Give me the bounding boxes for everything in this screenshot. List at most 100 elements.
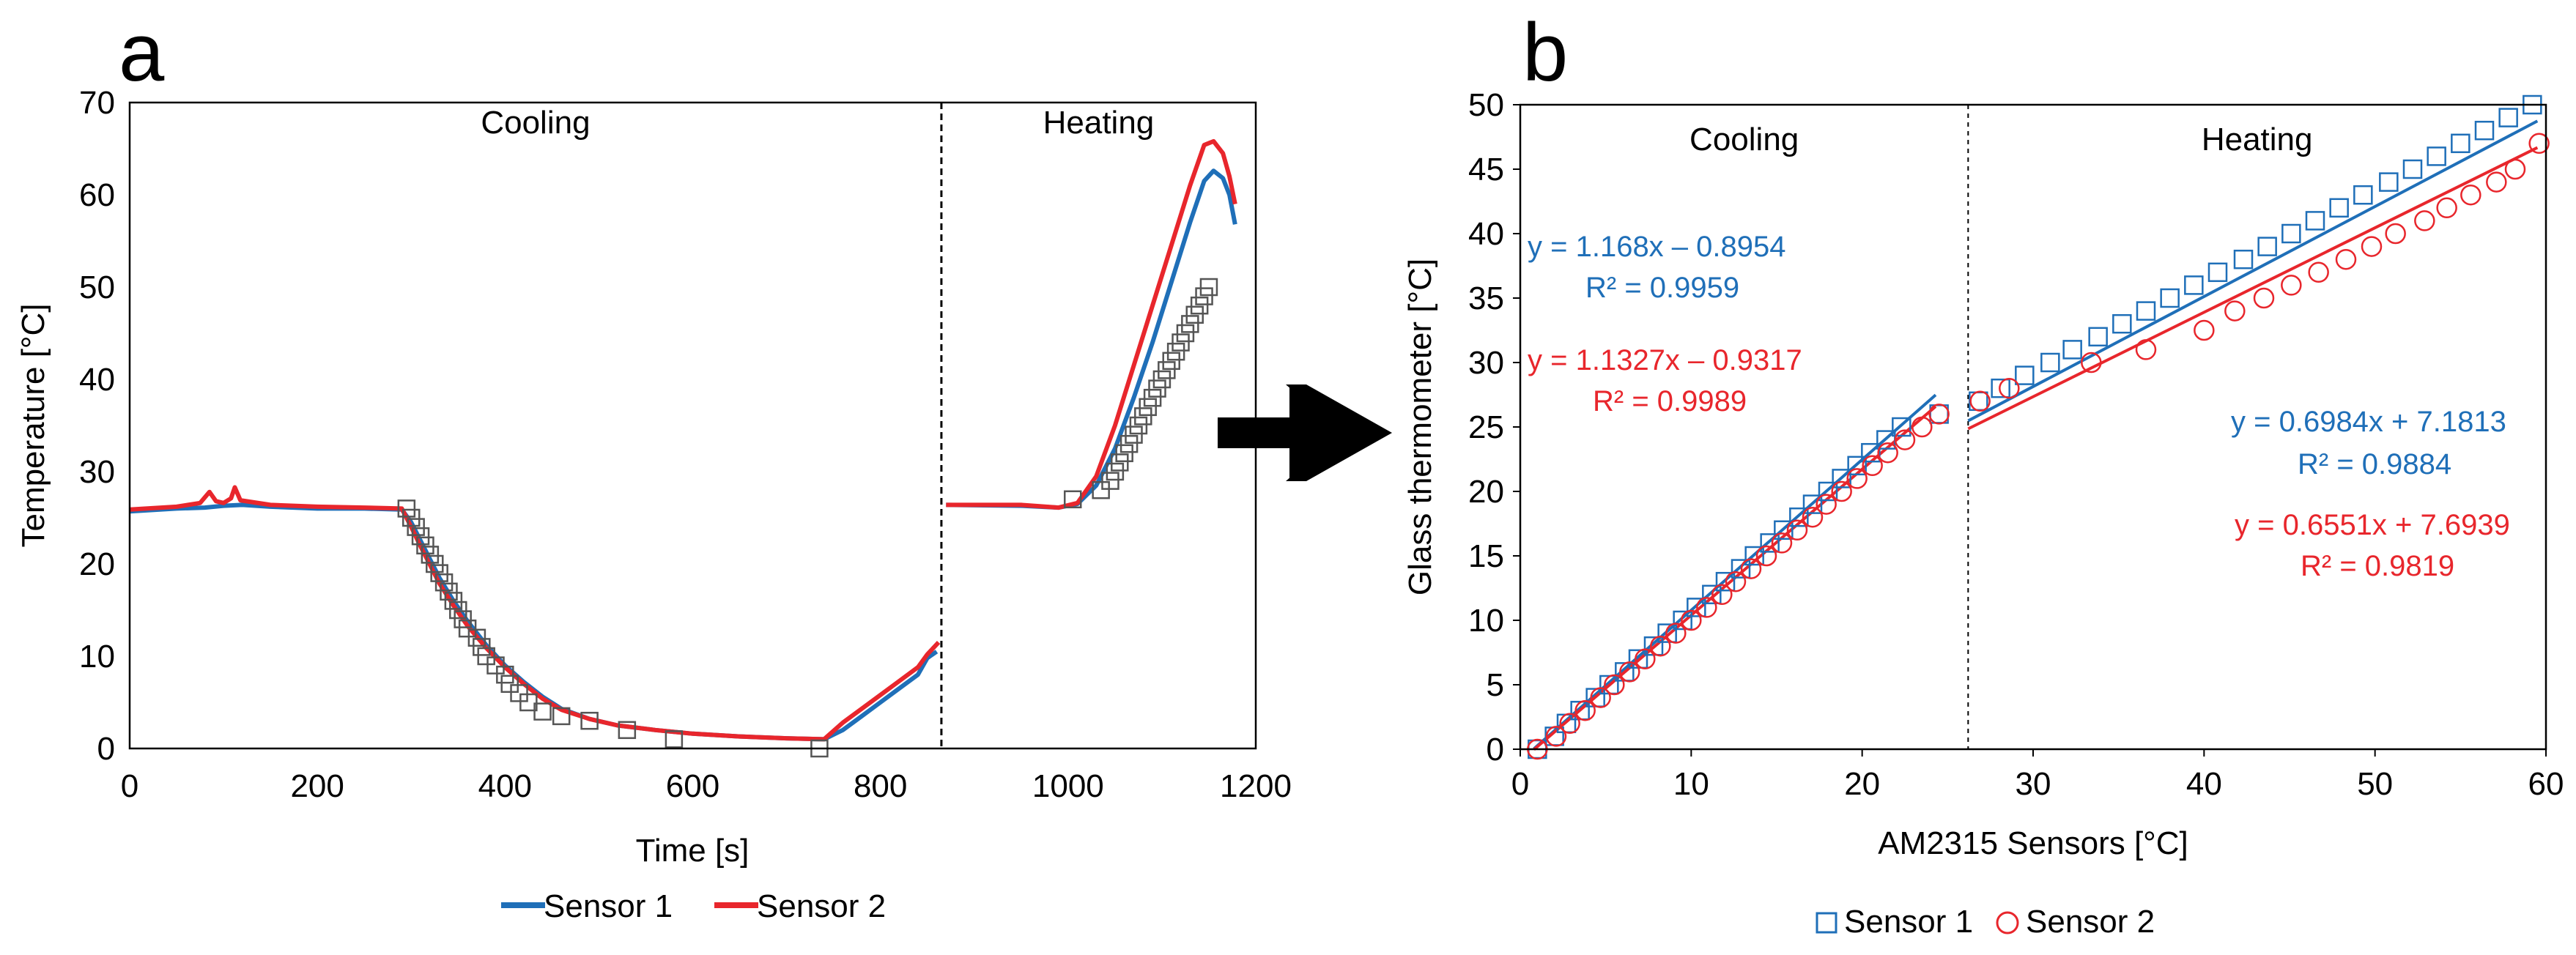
panel-b-x-axis-title: AM2315 Sensors [°C] xyxy=(1878,825,2188,861)
glass-thermometer-point xyxy=(510,684,528,702)
sensor1-point xyxy=(1673,610,1692,631)
sensor1-point xyxy=(2015,365,2035,385)
sensor2-point xyxy=(1786,519,1808,541)
series-line-sensor-2 xyxy=(129,485,941,742)
sensor1-point xyxy=(2329,198,2349,218)
panel-b-regions: Cooling Heating xyxy=(1689,105,2313,749)
glass-thermometer-point xyxy=(1129,416,1148,435)
glass-thermometer-point xyxy=(454,610,472,628)
sensor1-point xyxy=(1991,378,2010,398)
legend-a-sensor2-label: Sensor 2 xyxy=(757,888,886,924)
sensor2-point xyxy=(1911,416,1933,438)
glass-thermometer-point xyxy=(426,554,444,573)
glass-thermometer-point xyxy=(1172,333,1190,352)
a-x-tick: 400 xyxy=(478,768,532,804)
glass-thermometer-point xyxy=(402,508,421,527)
a-y-tick: 50 xyxy=(79,270,115,305)
glass-thermometer-point xyxy=(1063,490,1082,509)
glass-thermometer-point xyxy=(440,582,458,601)
b-y-tick: 5 xyxy=(1487,667,1504,703)
sensor2-point xyxy=(2253,287,2275,309)
sensor2-point xyxy=(1619,661,1640,683)
sensor1-point xyxy=(1847,456,1867,476)
glass-thermometer-point xyxy=(1134,407,1152,426)
b-x-tick: 0 xyxy=(1511,766,1529,802)
sensor2-point xyxy=(1877,442,1898,464)
eq-b-heating-sensor2: y = 0.6551x + 7.6939 xyxy=(2235,509,2510,541)
sensor2-point xyxy=(1802,506,1824,528)
a-region-label-cooling: Cooling xyxy=(481,105,590,141)
glass-thermometer-point xyxy=(1111,453,1129,472)
sensor2-point xyxy=(1711,584,1733,606)
fit-line-sensor-1 xyxy=(1967,119,2539,423)
glass-thermometer-point xyxy=(1162,352,1180,371)
sensor1-point xyxy=(1832,469,1851,488)
b-region-label-cooling: Cooling xyxy=(1689,122,1799,157)
b-y-tick: 20 xyxy=(1468,474,1504,510)
a-x-tick: 200 xyxy=(290,768,344,804)
sensor1-point xyxy=(1892,417,1911,437)
sensor2-point xyxy=(1696,597,1717,618)
b-y-tick: 15 xyxy=(1468,538,1504,574)
a-y-tick: 30 xyxy=(79,454,115,490)
glass-thermometer-point xyxy=(519,693,538,712)
eq-b-cooling-sensor2: y = 1.1327x – 0.9317 xyxy=(1528,344,1802,376)
a-region-label-heating: Heating xyxy=(1043,105,1155,141)
panel-a-regions: Cooling Heating xyxy=(481,103,1154,748)
a-x-tick: 800 xyxy=(854,768,907,804)
sensor1-point xyxy=(2305,211,2325,231)
glass-thermometer-point xyxy=(444,592,463,610)
a-y-tick: 0 xyxy=(97,731,115,767)
sensor1-point xyxy=(2112,313,2132,334)
b-x-tick: 10 xyxy=(1673,766,1709,802)
legend-b-sensor1-label: Sensor 1 xyxy=(1844,904,1973,940)
sensor1-point xyxy=(2498,108,2518,127)
sensor2-point xyxy=(2504,158,2526,180)
glass-thermometer-point xyxy=(552,707,571,726)
glass-thermometer-point xyxy=(411,527,430,546)
panel-a-legend: Sensor 1 Sensor 2 xyxy=(501,888,886,924)
r2-b-heating-sensor2: R² = 0.9819 xyxy=(2301,550,2454,582)
sensor1-point xyxy=(1789,507,1809,527)
sensor2-point xyxy=(2281,275,2302,296)
glass-thermometer-point xyxy=(1158,361,1176,379)
a-y-tick: 10 xyxy=(79,639,115,675)
sensor1-point xyxy=(1861,442,1881,463)
a-y-tick: 20 xyxy=(79,546,115,582)
sensor2-point xyxy=(1681,609,1702,631)
glass-thermometer-point xyxy=(1166,342,1185,361)
sensor2-point xyxy=(2436,197,2457,219)
sensor2-point xyxy=(1590,687,1611,708)
sensor1-point xyxy=(2353,185,2373,205)
glass-thermometer-point xyxy=(416,536,434,555)
sensor2-point xyxy=(1862,455,1883,477)
sensor2-point xyxy=(2335,248,2357,270)
sensor1-point xyxy=(2379,172,2399,192)
glass-thermometer-point xyxy=(1190,296,1209,315)
glass-thermometer-point xyxy=(1125,426,1143,444)
glass-thermometer-point xyxy=(496,665,514,684)
glass-thermometer-point xyxy=(397,499,416,518)
sensor1-point xyxy=(2040,352,2060,373)
sensor2-point xyxy=(2460,184,2481,206)
fit-line-sensor-2 xyxy=(1967,146,2539,431)
a-y-tick: 70 xyxy=(79,85,115,121)
sensor1-point xyxy=(1715,571,1736,592)
legend-b-sensor2-label: Sensor 2 xyxy=(2026,904,2155,940)
a-x-tick: 0 xyxy=(121,768,138,804)
glass-thermometer-point xyxy=(665,730,684,748)
glass-thermometer-point xyxy=(1195,287,1213,305)
b-y-tick: 35 xyxy=(1468,280,1504,316)
sensor1-point xyxy=(2257,237,2277,256)
glass-thermometer-point xyxy=(407,518,425,536)
glass-thermometer-point xyxy=(1148,379,1166,398)
glass-thermometer-point xyxy=(1115,444,1133,463)
glass-thermometer-point xyxy=(1181,315,1199,333)
sensor1-point xyxy=(2062,340,2082,360)
sensor1-point xyxy=(1774,520,1794,540)
glass-thermometer-point xyxy=(1101,472,1119,490)
panel-a-series xyxy=(129,138,1237,742)
sensor2-point xyxy=(1771,532,1793,554)
sensor1-point xyxy=(2160,288,2180,308)
